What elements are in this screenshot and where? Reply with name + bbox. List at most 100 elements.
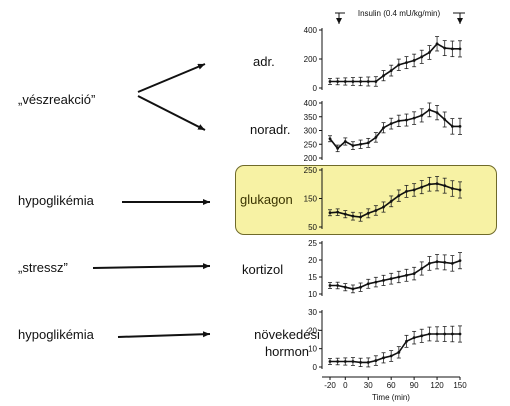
data-point: [442, 111, 447, 128]
data-point: [427, 256, 432, 271]
data-point: [404, 56, 409, 70]
series-line: [329, 182, 461, 218]
label-glucagon: glukagon: [240, 192, 293, 207]
glucagon-highlight-box: [235, 165, 497, 235]
data-point: [366, 137, 371, 148]
data-point: [427, 326, 432, 342]
data-point: [335, 281, 340, 290]
y-tick-label: 50: [308, 223, 317, 232]
data-point: [381, 201, 386, 213]
data-point: [442, 326, 447, 342]
y-tick-label: 400: [304, 99, 318, 108]
data-point: [328, 135, 332, 143]
data-point: [419, 180, 424, 195]
data-point: [396, 346, 401, 359]
label-stress-reaction: „vészreakció”: [18, 92, 96, 107]
chart-panel-4: 10 15 20 25: [308, 239, 462, 299]
y-tick-label: 20: [308, 256, 317, 265]
data-point: [419, 49, 424, 64]
data-point: [442, 40, 447, 57]
y-tick-label: 350: [304, 113, 318, 122]
label-hypoglycemia-1: hypoglikémia: [18, 193, 94, 208]
data-point: [458, 252, 462, 270]
data-point: [350, 77, 355, 86]
label-noradrenaline: noradr.: [250, 122, 291, 137]
y-tick-label: 150: [304, 195, 318, 204]
data-point: [335, 77, 340, 86]
x-tick-label: 60: [387, 381, 396, 390]
data-point: [404, 334, 409, 348]
data-point: [373, 132, 378, 143]
arrow-hypoglycemia-to-growth-hormone: [117, 331, 211, 338]
data-point: [419, 261, 424, 276]
data-point: [350, 284, 355, 294]
x-axis: -20 0 30 60 90 120 150 Time (min): [322, 376, 467, 402]
data-point: [435, 176, 440, 192]
series-line: [330, 333, 460, 364]
x-tick-label: 30: [364, 381, 373, 390]
y-tick-label: 15: [308, 273, 317, 282]
y-tick-label: 30: [308, 308, 317, 317]
data-point: [358, 357, 363, 368]
arrow-stress-to-adrenaline: [137, 63, 206, 93]
series-line: [329, 109, 460, 150]
y-tick-label: 200: [304, 154, 318, 163]
data-point: [343, 283, 348, 292]
data-point: [328, 209, 332, 217]
series-line: [330, 42, 460, 83]
x-tick-label: 90: [410, 381, 419, 390]
y-tick-label: 0: [313, 84, 318, 93]
data-point: [419, 328, 424, 343]
data-point: [343, 357, 348, 366]
data-point: [404, 268, 409, 282]
data-point: [343, 77, 348, 86]
y-tick-label: 250: [304, 140, 318, 149]
data-point: [450, 255, 455, 272]
data-point: [412, 330, 417, 345]
data-point: [335, 144, 340, 153]
data-point: [412, 183, 417, 197]
data-point: [427, 176, 432, 192]
data-point: [404, 113, 409, 127]
label-stress: „stressz”: [18, 260, 68, 275]
data-point: [366, 208, 371, 219]
data-point: [435, 254, 440, 270]
data-point: [389, 272, 394, 285]
arrow-stress-to-noradrenaline: [137, 95, 206, 131]
label-cortisol: kortizol: [242, 262, 284, 277]
x-tick-label: 150: [453, 381, 467, 390]
data-point: [458, 40, 462, 58]
data-point: [458, 117, 462, 135]
data-point: [366, 76, 371, 87]
data-point: [435, 105, 440, 121]
data-point: [442, 254, 447, 271]
data-point: [373, 205, 378, 216]
y-tick-label: 400: [304, 26, 318, 35]
chart-panel-2: 200 250 300 350 400: [304, 99, 462, 163]
data-point: [427, 45, 432, 60]
data-point: [335, 357, 340, 366]
data-point: [328, 78, 332, 85]
label-adrenaline: adr.: [253, 54, 275, 69]
data-point: [450, 118, 455, 135]
insulin-label: Insulin (0.4 mU/kg/min): [358, 9, 441, 18]
data-point: [373, 76, 378, 87]
data-point: [358, 76, 363, 87]
data-point: [366, 278, 371, 289]
data-point: [389, 117, 394, 130]
data-point: [389, 195, 394, 208]
data-point: [389, 350, 394, 362]
label-hypoglycemia-2: hypoglikémia: [18, 327, 94, 342]
data-point: [381, 274, 386, 286]
data-point: [389, 64, 394, 77]
data-point: [427, 102, 432, 118]
data-point: [412, 53, 417, 68]
data-point: [419, 108, 424, 123]
y-tick-label: 25: [308, 239, 317, 248]
data-point: [328, 282, 332, 289]
y-tick-label: 200: [304, 55, 318, 64]
data-point: [404, 184, 409, 198]
x-tick-label: 0: [343, 381, 348, 390]
data-point: [442, 177, 447, 194]
x-tick-label: -20: [324, 381, 336, 390]
